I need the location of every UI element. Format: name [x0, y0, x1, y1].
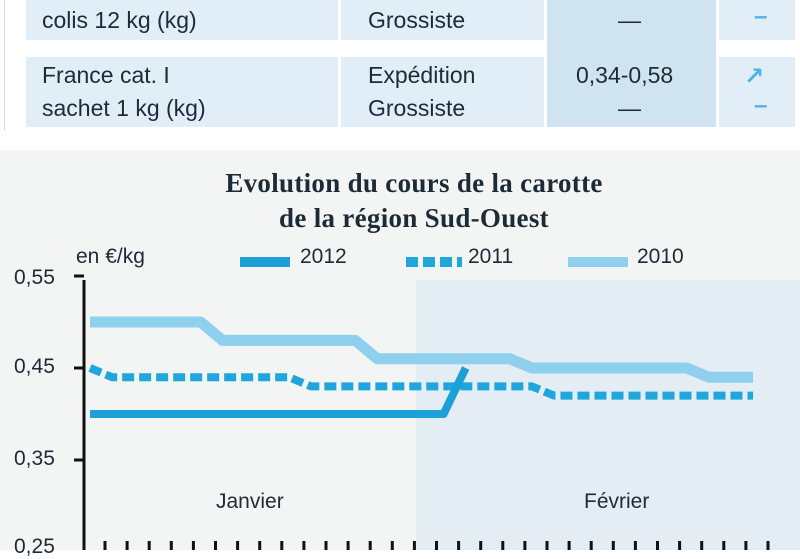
legend-label-2011: 2011 [468, 245, 514, 268]
chart-title-line-1: Evolution du cours de la carotte [225, 168, 603, 198]
price-cell: — [618, 95, 641, 121]
column-separator [338, 0, 341, 127]
legend-swatch-2011 [406, 257, 462, 267]
column-separator [716, 0, 719, 127]
trend-flat-icon: – [754, 3, 768, 30]
price-column-band [547, 0, 717, 127]
trend-flat-icon: – [754, 92, 768, 119]
column-separator [544, 0, 547, 127]
table-left-rule [4, 0, 5, 130]
stage-cell: Grossiste [368, 95, 466, 121]
stage-cell: Grossiste [368, 7, 466, 33]
price-cell: — [618, 7, 641, 33]
legend-label-2010: 2010 [637, 245, 684, 268]
y-tick-label: 0,45 [14, 355, 55, 378]
trend-up-icon: ↗ [744, 63, 765, 90]
product-cell: sachet 1 kg (kg) [42, 95, 206, 121]
legend-label-2012: 2012 [300, 245, 347, 268]
chart-title-line-2: de la région Sud-Ouest [279, 203, 549, 233]
series-line-2011 [88, 364, 753, 400]
series-line-2012 [90, 366, 470, 418]
y-axis-unit-label: en €/kg [76, 245, 145, 268]
price-cell: 0,34-0,58 [576, 62, 674, 88]
product-cell: colis 12 kg (kg) [42, 7, 197, 33]
series-line-2010 [90, 316, 753, 383]
month-label-february: Février [584, 490, 650, 513]
y-tick-label: 0,55 [14, 266, 55, 289]
legend-swatch-2012 [240, 257, 290, 267]
stage-cell: Expédition [368, 62, 476, 88]
price-table: colis 12 kg (kg) Grossiste — – France ca… [0, 0, 800, 132]
y-tick-label: 0,35 [14, 447, 55, 470]
legend-swatch-2010 [568, 257, 628, 267]
product-cell: France cat. I [42, 62, 170, 88]
month-label-january: Janvier [216, 490, 284, 513]
february-shade [416, 280, 800, 550]
